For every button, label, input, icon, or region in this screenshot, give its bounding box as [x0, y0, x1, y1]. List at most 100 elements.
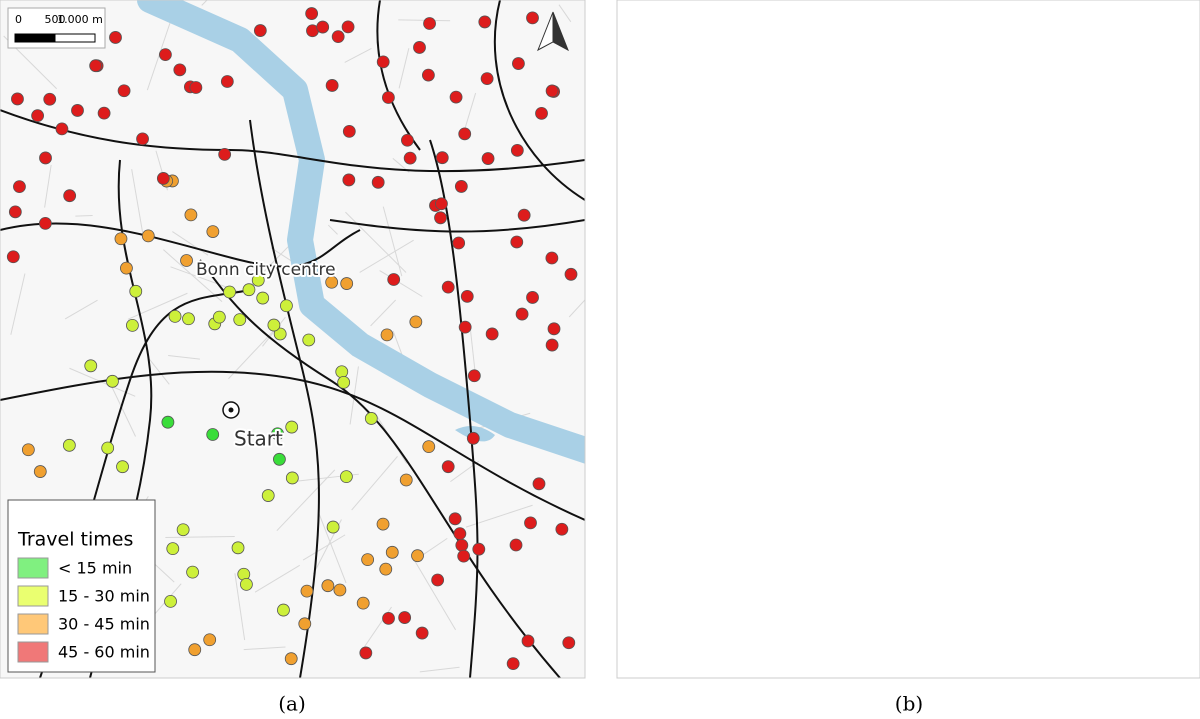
reach-dot: [858, 85, 863, 90]
reach-dot: [1155, 235, 1160, 240]
reach-dot: [1118, 220, 1123, 225]
reach-dot: [1039, 55, 1044, 60]
stop-dot: [555, 522, 569, 536]
reach-dot: [629, 423, 634, 428]
reach-dot: [678, 216, 683, 221]
reach-dot: [823, 42, 828, 47]
reach-dot: [791, 554, 796, 559]
reach-dot: [821, 295, 826, 300]
reach-dot: [815, 613, 820, 618]
reach-dot: [658, 599, 663, 604]
reach-dot: [648, 624, 653, 629]
stop-dot: [478, 15, 492, 29]
reach-dot: [1110, 466, 1115, 471]
reach-dot: [810, 558, 815, 563]
reach-dot: [912, 360, 917, 365]
reach-dot: [724, 407, 729, 412]
reach-dot: [1070, 519, 1075, 524]
reach-dot: [1023, 198, 1028, 203]
reach-dot: [923, 0, 928, 5]
stop-dot: [325, 275, 339, 289]
reach-dot: [1171, 283, 1176, 288]
reach-dot: [644, 555, 649, 560]
reach-dot: [981, 529, 986, 534]
stop-dot: [431, 573, 445, 587]
reach-dot: [710, 457, 715, 462]
reach-dot: [686, 139, 691, 144]
reach-dot: [712, 623, 717, 628]
reach-dot: [1182, 560, 1187, 565]
reach-dot: [921, 454, 926, 459]
reach-dot: [1103, 306, 1108, 311]
reach-dot: [787, 515, 792, 520]
reach-dot: [1168, 263, 1173, 268]
reach-dot: [836, 210, 841, 215]
reach-dot: [1021, 135, 1026, 140]
stop-dot: [223, 285, 236, 299]
reach-dot: [1076, 502, 1081, 507]
reach-dot: [1044, 175, 1049, 180]
reach-dot: [1155, 2, 1160, 7]
reach-dot: [1131, 649, 1136, 654]
reach-dot: [720, 281, 725, 286]
reach-dot: [932, 662, 937, 667]
reach-dot: [1067, 318, 1072, 323]
reach-dot: [617, 9, 622, 14]
reach-dot: [679, 121, 684, 126]
stop-dot: [206, 225, 220, 238]
reach-dot: [1127, 547, 1132, 552]
reach-dot: [848, 83, 853, 88]
reach-dot: [634, 0, 639, 5]
reach-dot: [1157, 251, 1162, 256]
reach-dot: [1098, 227, 1103, 232]
reach-dot: [840, 326, 845, 331]
reach-dot: [876, 598, 881, 603]
reach-dot: [1120, 243, 1125, 248]
reach-dot: [698, 383, 703, 388]
reach-dot: [879, 321, 884, 326]
reach-dot: [1157, 615, 1162, 620]
stop-dot: [240, 577, 253, 591]
reach-dot: [653, 308, 658, 313]
reach-dot: [816, 225, 821, 230]
reach-dot: [852, 78, 857, 83]
reach-dot: [935, 221, 940, 226]
reach-dot: [984, 143, 989, 148]
reach-dot: [926, 440, 931, 445]
reach-dot: [979, 509, 984, 514]
reach-dot: [1037, 250, 1042, 255]
reach-dot: [1010, 433, 1015, 438]
reach-dot: [711, 367, 716, 372]
reach-dot: [1075, 343, 1080, 348]
reach-dot: [915, 505, 920, 510]
reach-dot: [893, 341, 898, 346]
reach-dot: [658, 62, 663, 67]
reach-dot: [682, 583, 687, 588]
reach-dot: [908, 652, 913, 657]
reach-dot: [1135, 307, 1140, 312]
reach-dot: [965, 593, 970, 598]
reach-dot: [834, 607, 839, 612]
caption: (b): [895, 692, 923, 716]
reach-dot: [630, 47, 635, 52]
reach-dot: [794, 389, 799, 394]
reach-dot: [764, 453, 769, 458]
reach-dot: [1089, 235, 1094, 240]
reach-dot: [672, 185, 677, 190]
reach-dot: [1028, 534, 1033, 539]
reach-dot: [900, 144, 905, 149]
stop-dot: [6, 250, 20, 264]
reach-dot: [809, 412, 814, 417]
reach-dot: [743, 250, 748, 255]
reach-dot: [675, 106, 680, 111]
reach-dot: [669, 294, 674, 299]
reach-dot: [1184, 171, 1189, 176]
reach-dot: [1131, 170, 1136, 175]
reach-dot: [1019, 85, 1024, 90]
reach-dot: [1058, 419, 1063, 424]
reach-dot: [1125, 186, 1130, 191]
reach-dot: [901, 42, 906, 47]
reach-dot: [996, 268, 1001, 273]
reach-dot: [785, 192, 790, 197]
reach-dot: [1151, 63, 1156, 68]
